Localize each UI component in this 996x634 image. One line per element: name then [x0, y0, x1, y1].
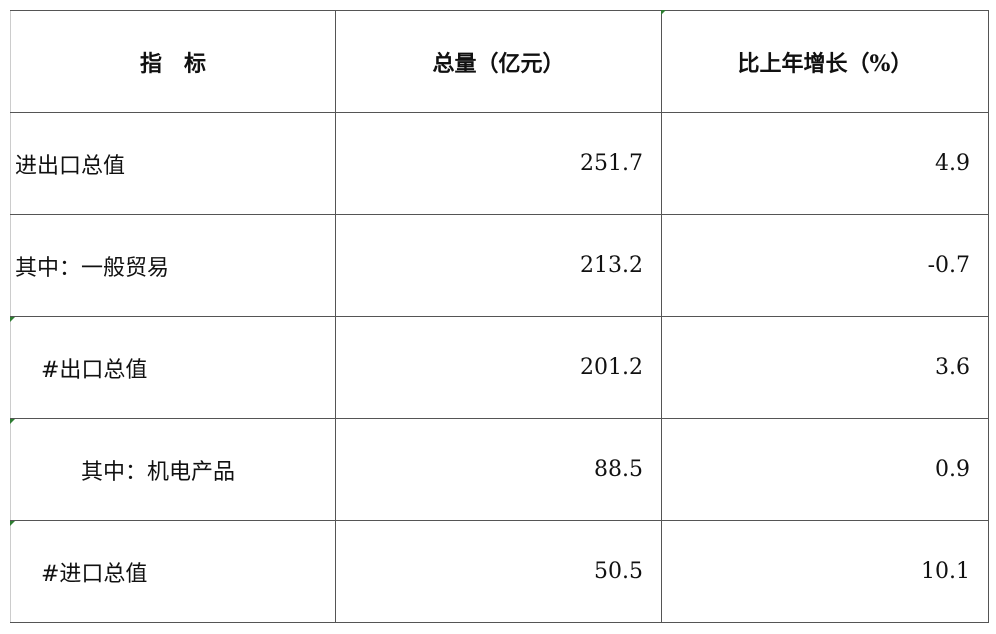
indicator-cell: 其中：机电产品 — [10, 418, 336, 521]
growth-cell: 3.6 — [661, 316, 989, 419]
header-total: 总量（亿元） — [335, 10, 662, 113]
total-cell: 201.2 — [335, 316, 662, 419]
growth-cell: 0.9 — [661, 418, 989, 521]
indicator-cell: #出口总值 — [10, 316, 336, 419]
total-cell: 88.5 — [335, 418, 662, 521]
indicator-cell: 进出口总值 — [10, 112, 336, 215]
cell-marker-icon — [10, 317, 15, 322]
table-row: 其中：机电产品 88.5 0.9 — [10, 418, 989, 521]
header-indicator: 指 标 — [10, 10, 336, 113]
trade-statistics-table: 指 标 总量（亿元） 比上年增长（%） 进出口总值 251.7 4.9 其中：一… — [10, 10, 989, 623]
header-row: 指 标 总量（亿元） 比上年增长（%） — [10, 10, 989, 113]
growth-cell: 10.1 — [661, 520, 989, 623]
indicator-cell: #进口总值 — [10, 520, 336, 623]
cell-marker-icon — [661, 10, 666, 15]
total-cell: 251.7 — [335, 112, 662, 215]
total-cell: 213.2 — [335, 214, 662, 317]
table-row: #出口总值 201.2 3.6 — [10, 316, 989, 419]
table-row: 进出口总值 251.7 4.9 — [10, 112, 989, 215]
indicator-cell: 其中：一般贸易 — [10, 214, 336, 317]
table-row: #进口总值 50.5 10.1 — [10, 520, 989, 623]
growth-cell: 4.9 — [661, 112, 989, 215]
table-row: 其中：一般贸易 213.2 -0.7 — [10, 214, 989, 317]
cell-marker-icon — [10, 419, 15, 424]
total-cell: 50.5 — [335, 520, 662, 623]
header-growth: 比上年增长（%） — [661, 10, 989, 113]
cell-marker-icon — [10, 521, 15, 526]
growth-cell: -0.7 — [661, 214, 989, 317]
